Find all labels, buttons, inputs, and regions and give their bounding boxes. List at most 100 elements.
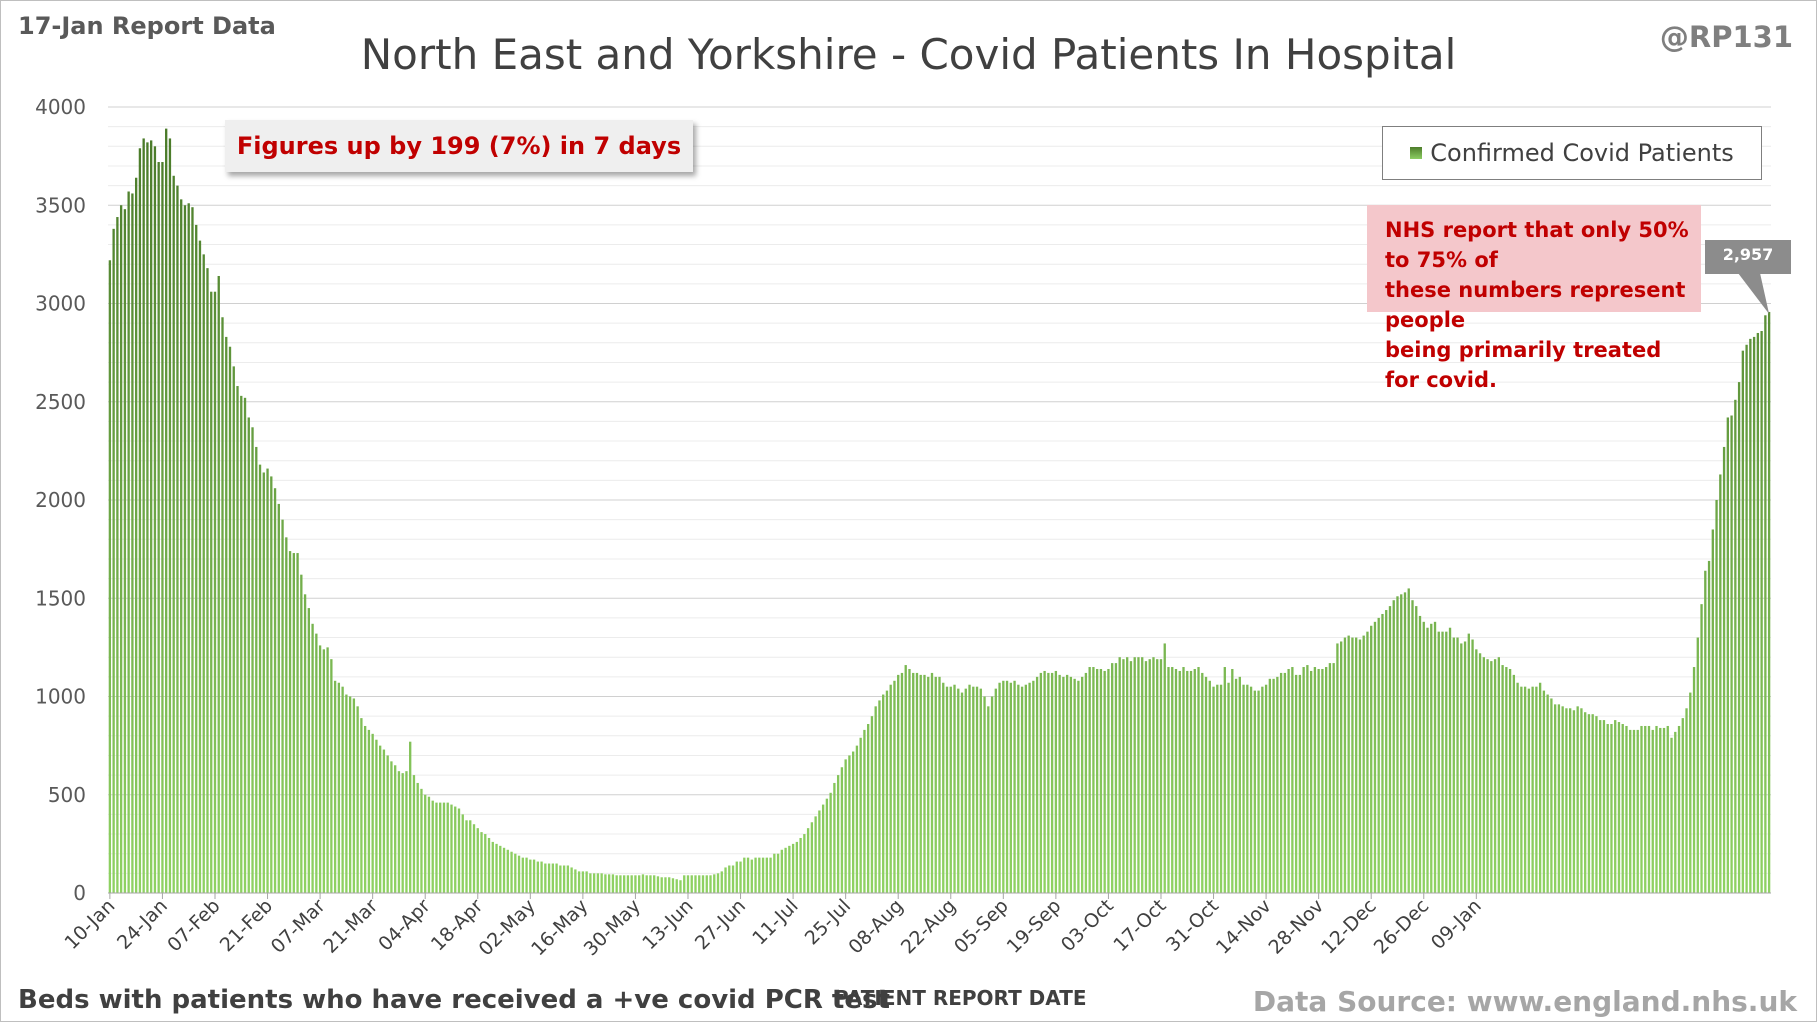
bar — [1156, 659, 1159, 893]
bar — [1065, 674, 1069, 893]
bar — [814, 816, 817, 893]
bar — [1568, 708, 1572, 893]
bar — [690, 875, 693, 893]
bar — [127, 191, 130, 893]
bar — [206, 268, 209, 893]
bar — [878, 700, 881, 893]
bar — [604, 874, 607, 893]
bar — [743, 857, 746, 893]
bar — [698, 875, 701, 893]
bar — [1385, 610, 1388, 893]
bar — [311, 623, 314, 893]
last-value-pointer — [1738, 273, 1770, 314]
bar — [1302, 667, 1305, 893]
bar — [1614, 720, 1617, 893]
bar — [405, 771, 408, 893]
bar — [281, 519, 284, 893]
bar — [1080, 676, 1084, 893]
bar — [262, 472, 265, 893]
bar — [1279, 672, 1283, 893]
bar — [465, 820, 468, 893]
bar — [1050, 672, 1054, 893]
bar — [623, 875, 626, 893]
bar — [758, 857, 761, 893]
bar — [844, 759, 847, 893]
bar — [1032, 680, 1035, 893]
bar — [1039, 672, 1043, 893]
bar — [1272, 678, 1275, 893]
bar — [1737, 382, 1741, 893]
bar — [893, 680, 896, 893]
bar — [863, 729, 866, 893]
x-tick-label: 22-Aug — [897, 895, 960, 958]
bar — [1467, 633, 1470, 893]
bar — [671, 878, 675, 893]
x-tick-label: 05-Sep — [950, 895, 1013, 958]
chart-legend: Confirmed Covid Patients — [1382, 126, 1762, 180]
bar — [1726, 417, 1729, 893]
bar — [285, 537, 288, 893]
bar — [1471, 639, 1474, 893]
bar — [915, 672, 919, 893]
bar — [968, 684, 971, 893]
bar — [1418, 615, 1422, 893]
bar — [1231, 668, 1234, 893]
bar — [491, 841, 494, 893]
report-date-label: 17-Jan Report Data — [18, 12, 276, 40]
bar — [1403, 592, 1407, 893]
bar — [1512, 674, 1516, 893]
bar — [1366, 631, 1369, 893]
bar — [450, 804, 453, 893]
bar — [525, 857, 528, 893]
bar — [1141, 657, 1144, 893]
bar — [356, 706, 359, 893]
bar — [532, 859, 536, 893]
bar — [1126, 657, 1129, 893]
bar — [735, 861, 738, 893]
bar — [322, 649, 326, 893]
x-tick-label: 30-May — [580, 895, 645, 960]
bar — [1572, 710, 1576, 893]
bar — [112, 228, 115, 893]
x-tick-label: 27-Jun — [691, 895, 750, 954]
bar — [791, 843, 795, 893]
bar — [1662, 727, 1666, 893]
x-tick-label: 07-Mar — [267, 895, 330, 958]
bar — [1377, 617, 1380, 893]
bar — [360, 718, 363, 893]
bar — [870, 716, 874, 893]
bar — [191, 207, 194, 894]
bar — [1666, 725, 1669, 893]
bar — [1276, 676, 1279, 893]
bar — [1122, 659, 1125, 893]
bar — [1677, 725, 1681, 893]
bar — [585, 871, 588, 893]
bar — [273, 488, 277, 893]
bar — [1651, 729, 1654, 893]
bar — [1096, 668, 1099, 893]
x-tick-label: 21-Mar — [319, 895, 382, 958]
bar — [645, 875, 648, 893]
y-tick-label: 4000 — [35, 95, 86, 119]
bar — [1707, 560, 1711, 893]
bar — [1497, 657, 1501, 893]
bar — [1294, 674, 1298, 893]
bar — [1234, 678, 1238, 893]
bar — [146, 142, 149, 893]
bar — [720, 871, 723, 893]
bar — [803, 834, 806, 893]
bar — [1692, 667, 1696, 893]
bar — [442, 802, 446, 893]
bar — [348, 696, 352, 893]
bar — [761, 857, 765, 893]
bar — [927, 676, 930, 893]
bar — [1396, 596, 1399, 893]
legend-swatch — [1410, 147, 1423, 159]
bar — [912, 672, 915, 893]
bar — [885, 690, 889, 893]
bar — [1636, 729, 1639, 893]
bar — [1565, 708, 1568, 893]
x-tick-label: 10-Jan — [60, 895, 119, 954]
bar — [412, 775, 416, 893]
bar — [1035, 676, 1039, 893]
